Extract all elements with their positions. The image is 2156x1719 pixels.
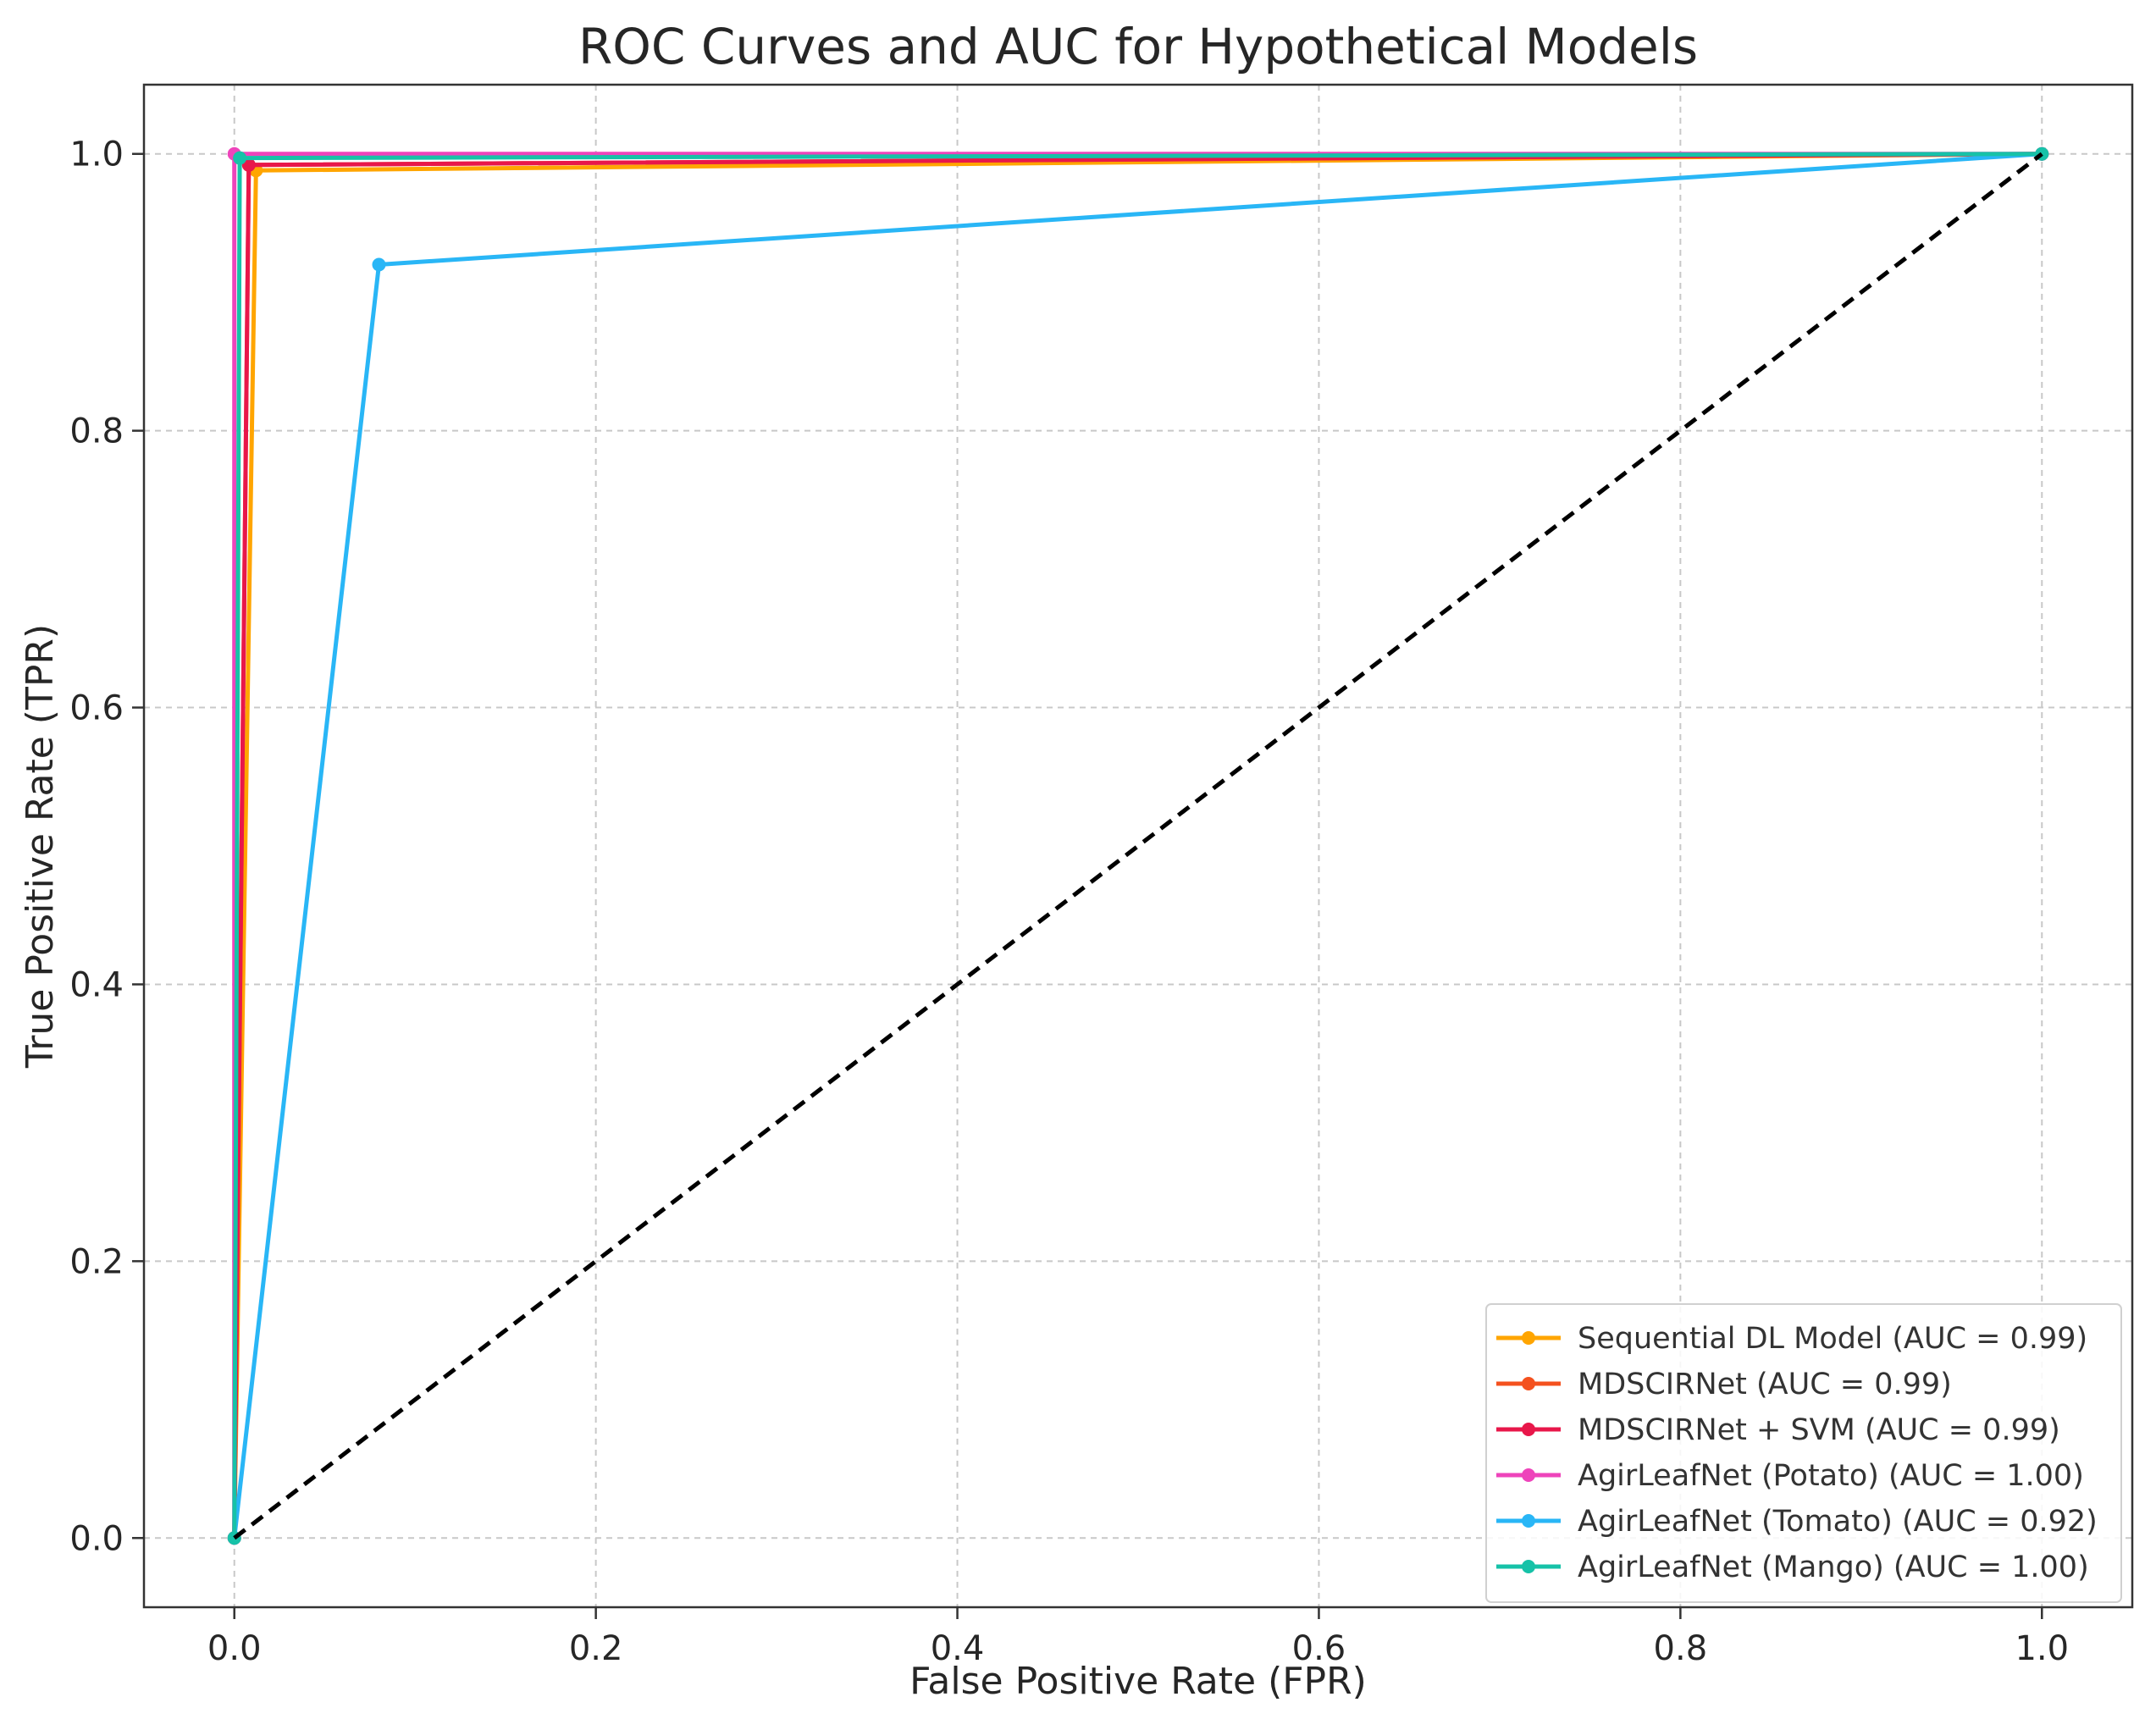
legend-marker (1522, 1331, 1535, 1345)
x-tick-label: 0.6 (1292, 1629, 1346, 1668)
legend-label: AgirLeafNet (Mango) (AUC = 1.00) (1578, 1550, 2089, 1584)
series-layer (227, 146, 2049, 1545)
y-axis-label: True Positive Rate (TPR) (19, 624, 62, 1069)
chart-title: ROC Curves and AUC for Hypothetical Mode… (578, 18, 1698, 75)
y-tick-label: 1.0 (69, 135, 124, 174)
legend-marker (1522, 1377, 1535, 1390)
x-tick-label: 0.0 (207, 1629, 262, 1668)
legend: Sequential DL Model (AUC = 0.99) MDSCIRNe… (1485, 1303, 2122, 1603)
series-point (233, 151, 247, 165)
axis-ticks: 0.0 0.2 0.4 0.6 0.8 1.0 0.0 0.2 0.4 0.6 0.8 1.0 (69, 135, 2069, 1668)
legend-marker (1522, 1560, 1535, 1573)
x-axis-label: False Positive Rate (FPR) (909, 1660, 1367, 1703)
reference-diagonal-line (233, 152, 2043, 1540)
series-point (372, 257, 386, 272)
x-tick-label: 1.0 (2015, 1629, 2069, 1668)
x-tick-label: 0.8 (1654, 1629, 1708, 1668)
y-tick-label: 0.2 (69, 1242, 124, 1281)
x-tick-label: 0.2 (569, 1629, 623, 1668)
legend-box (1485, 1303, 2122, 1603)
legend-marker (1522, 1514, 1535, 1528)
legend-marker (1522, 1423, 1535, 1436)
series-6 (227, 146, 2049, 1545)
legend-marker (1522, 1468, 1535, 1482)
legend-label: Sequential DL Model (AUC = 0.99) (1578, 1322, 2087, 1356)
x-tick-label: 0.4 (931, 1629, 985, 1668)
y-tick-label: 0.8 (69, 412, 124, 451)
legend-label: AgirLeafNet (Tomato) (AUC = 0.92) (1578, 1505, 2098, 1539)
plot-frame (142, 83, 2134, 1609)
legend-label: MDSCIRNet + SVM (AUC = 0.99) (1578, 1413, 2060, 1447)
y-tick-label: 0.0 (69, 1519, 124, 1558)
y-tick-label: 0.4 (69, 965, 124, 1004)
legend-label: MDSCIRNet (AUC = 0.99) (1578, 1368, 1952, 1401)
y-tick-label: 0.6 (69, 689, 124, 728)
legend-label: AgirLeafNet (Potato) (AUC = 1.00) (1578, 1459, 2084, 1493)
